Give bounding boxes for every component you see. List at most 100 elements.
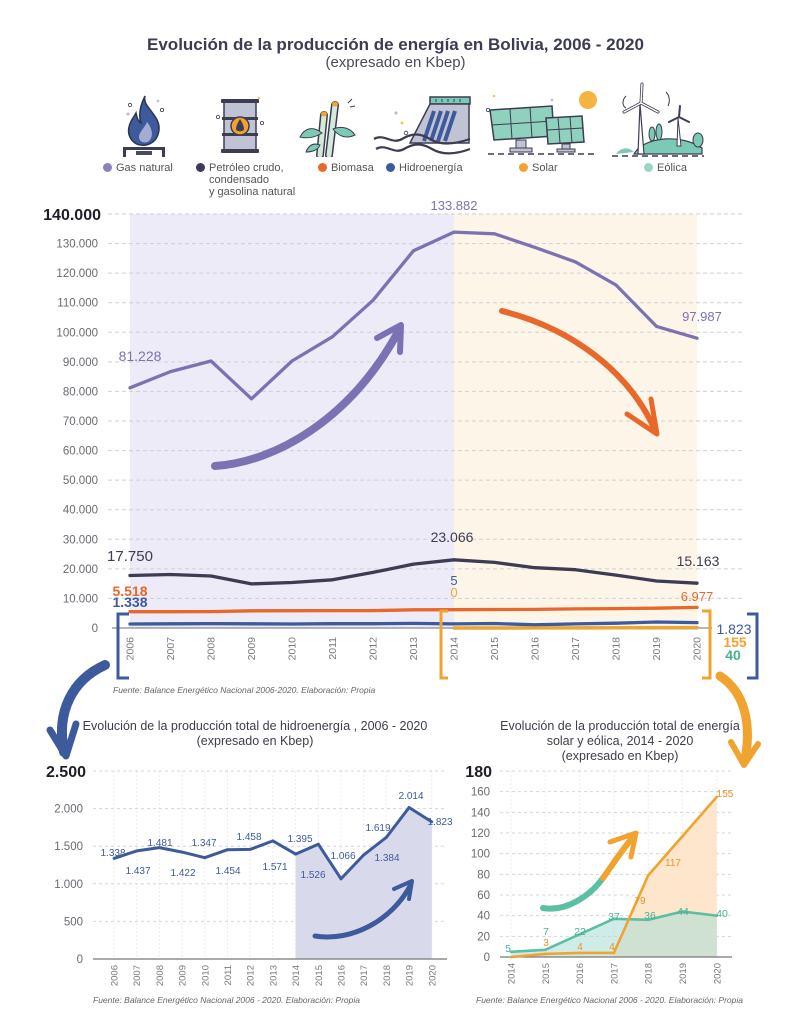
data-point-eolica (544, 948, 547, 952)
legend-label: Biomasa (331, 162, 374, 174)
data-point-biomasa (371, 609, 375, 613)
data-point-biomasa (250, 609, 253, 613)
y-tick-label: 50.000 (63, 475, 98, 487)
data-label-hidro: 1.338 (100, 848, 125, 859)
data-point-hidro (452, 622, 456, 626)
x-tick-label: 2015 (314, 965, 325, 986)
data-label-hidro: 1.066 (330, 851, 355, 862)
x-tick-label: 2006 (125, 637, 137, 661)
x-tick-label: 2017 (570, 637, 582, 661)
data-point-biomasa (614, 607, 618, 611)
data-label-biomasa: 6.977 (681, 589, 714, 604)
data-point-eolica (509, 950, 513, 954)
y-tick-label: 110.000 (57, 298, 98, 310)
data-point-petroleo (209, 574, 213, 578)
data-label-petroleo: 15.163 (677, 553, 720, 569)
data-label-gas: 133.882 (431, 198, 478, 213)
x-tick-label: 2010 (287, 637, 299, 661)
hydro-chart-title: Evolución de la producción total de hidr… (55, 719, 455, 749)
highlight-area (295, 807, 432, 959)
data-point-hidro (331, 622, 334, 626)
x-tick-label: 2020 (692, 637, 704, 661)
hydro-chart: 0 500 1.000 1.500 2.000 2.500 2006 2007 2008 2009… (46, 764, 453, 986)
y-tick-label: 2.000 (54, 804, 83, 816)
data-label-solar: 0 (450, 585, 457, 600)
data-label-solar: 155 (723, 634, 747, 650)
y-tick-label: 10.000 (63, 593, 98, 605)
data-point-gas (412, 249, 415, 253)
x-tick-label: 2012 (246, 965, 257, 986)
x-tick-label: 2011 (327, 637, 339, 660)
y-tick-label: 20 (477, 931, 490, 943)
x-tick-label: 2017 (359, 965, 370, 986)
legend-dot-petroleo (196, 163, 205, 172)
data-point-hidro (614, 621, 618, 625)
data-point-petroleo (533, 566, 537, 570)
x-tick-label: 2019 (651, 637, 663, 661)
curved-arrow-down-left-icon (46, 660, 110, 760)
y-tick-label: 140 (471, 807, 490, 819)
main-energy-chart: 0 10.000 20.000 30.000 40.000 50.000 60.000 70.… (43, 198, 752, 663)
data-point-eolica (715, 914, 719, 917)
data-point-petroleo (452, 558, 456, 562)
data-point-solar (544, 952, 547, 956)
x-tick-label: 2010 (200, 965, 211, 986)
data-point-biomasa (169, 610, 172, 614)
data-point-biomasa (655, 606, 658, 610)
data-point-hidro (203, 856, 207, 860)
legend-label: condensado (209, 174, 269, 186)
data-point-hidro (250, 622, 253, 626)
data-point-biomasa (695, 605, 699, 609)
data-point-solar (681, 834, 684, 838)
x-tick-label: 2020 (427, 965, 438, 986)
data-point-hidro (493, 621, 496, 625)
x-tick-label: 2018 (644, 963, 655, 984)
legend-dot-biomasa (318, 163, 327, 172)
data-point-gas (209, 359, 213, 363)
data-point-hidro (158, 846, 161, 850)
solar-chart-title-line: Evolución de la producción total de ener… (500, 719, 740, 733)
data-point-hidro (430, 820, 434, 824)
data-label-eolica: 40 (725, 647, 741, 663)
x-tick-label: 2014 (291, 965, 302, 986)
data-point-petroleo (250, 582, 253, 586)
x-tick-label: 2008 (155, 965, 166, 986)
data-label-hidro: 1.823 (427, 817, 452, 828)
solar-wind-chart: 0 20 40 60 80 100 120 140 160 180 2014 2015 2016 2017… (465, 764, 733, 984)
page-subtitle: (expresado en Kbep) (325, 54, 466, 71)
data-label-eolica: 44 (677, 906, 689, 918)
x-tick-label: 2013 (268, 965, 279, 986)
x-tick-label: 2014 (449, 637, 461, 661)
solar-chart-title: Evolución de la producción total de ener… (470, 719, 770, 764)
solar-bracket-right (702, 609, 712, 680)
legend-dot-eolica (644, 163, 653, 172)
data-point-hidro (169, 622, 172, 626)
y-tick-label: 130.000 (56, 239, 98, 251)
y-tick-label: 1.000 (54, 879, 83, 891)
data-label-hidro: 1.384 (374, 853, 399, 864)
data-point-solar (509, 955, 513, 959)
legend-item-petroleo: Petróleo crudo, condensado y gasolina na… (196, 162, 295, 198)
data-point-biomasa (574, 607, 577, 611)
data-point-solar (614, 626, 618, 630)
data-point-solar (695, 626, 699, 630)
y-tick-label: 60 (477, 890, 490, 902)
x-tick-label: 2006 (110, 965, 121, 986)
data-point-solar (655, 626, 658, 630)
data-point-petroleo (412, 562, 415, 566)
data-label-hidro: 1.347 (191, 838, 216, 849)
data-label-eolica: 5 (450, 573, 457, 588)
legend-label: Solar (532, 162, 558, 174)
main-chart-source: Fuente: Balance Energético Nacional 2006… (113, 685, 376, 695)
data-point-biomasa (493, 608, 496, 612)
data-label-solar: 3 (543, 938, 549, 949)
data-point-eolica (578, 932, 581, 936)
x-tick-label: 2015 (489, 637, 501, 661)
data-point-biomasa (290, 609, 294, 613)
data-point-solar (715, 795, 719, 799)
x-tick-label: 2015 (541, 963, 552, 984)
solar-chart-subtitle: (expresado en Kbep) (561, 749, 679, 763)
data-point-gas (250, 397, 253, 401)
legend-item-solar: Solar (519, 162, 558, 174)
data-label-hidro: 1.481 (147, 838, 172, 849)
